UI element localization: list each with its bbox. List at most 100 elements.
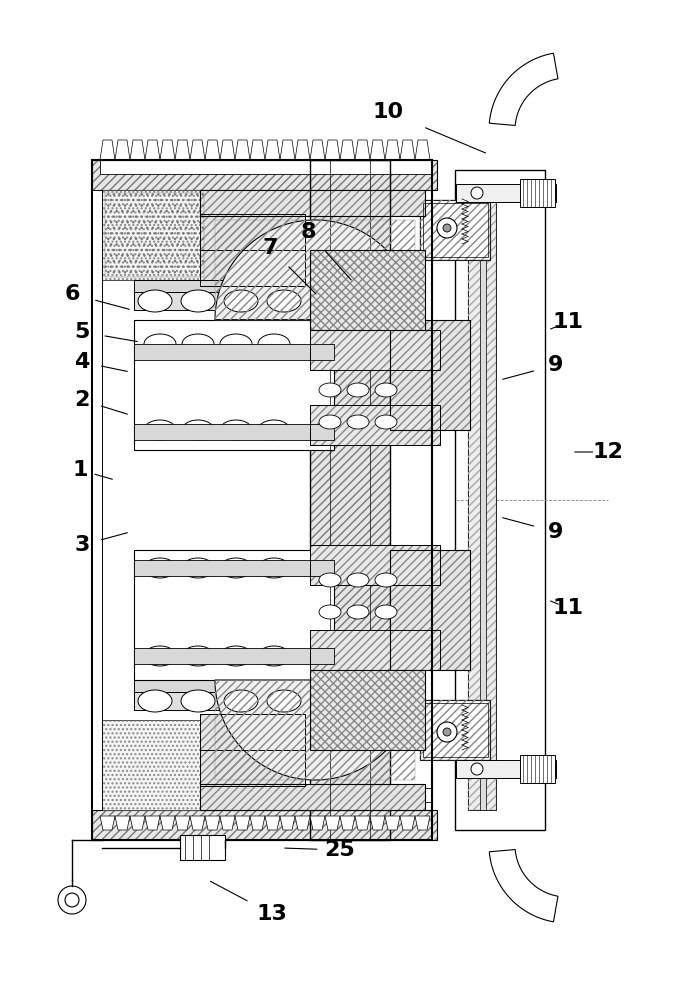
- Bar: [180, 835, 225, 860]
- Bar: [200, 784, 425, 810]
- Polygon shape: [400, 816, 415, 830]
- Bar: [134, 648, 334, 664]
- Bar: [310, 160, 390, 840]
- Bar: [102, 720, 207, 810]
- Bar: [468, 190, 496, 810]
- Bar: [92, 810, 437, 840]
- Bar: [102, 190, 207, 280]
- Polygon shape: [340, 140, 355, 160]
- Polygon shape: [400, 140, 415, 160]
- Bar: [134, 292, 334, 310]
- Bar: [456, 184, 556, 202]
- Polygon shape: [205, 140, 220, 160]
- Ellipse shape: [224, 290, 258, 312]
- Bar: [310, 545, 440, 585]
- Ellipse shape: [220, 558, 252, 578]
- Circle shape: [58, 886, 86, 914]
- Ellipse shape: [224, 690, 258, 712]
- Ellipse shape: [258, 558, 290, 578]
- Bar: [200, 750, 305, 786]
- Polygon shape: [145, 140, 160, 160]
- Polygon shape: [220, 816, 235, 830]
- Bar: [134, 320, 334, 450]
- Bar: [200, 190, 425, 216]
- Bar: [100, 160, 432, 174]
- Bar: [92, 160, 437, 190]
- Bar: [134, 550, 334, 680]
- Ellipse shape: [138, 290, 172, 312]
- Ellipse shape: [347, 573, 369, 587]
- Text: 1: 1: [72, 460, 88, 480]
- Bar: [310, 160, 390, 840]
- Polygon shape: [295, 816, 310, 830]
- Bar: [310, 330, 440, 370]
- Ellipse shape: [319, 605, 341, 619]
- Text: 12: 12: [593, 442, 624, 462]
- Polygon shape: [115, 140, 130, 160]
- Polygon shape: [250, 140, 265, 160]
- Text: 13: 13: [257, 904, 287, 924]
- Text: 6: 6: [64, 284, 80, 304]
- Bar: [134, 680, 334, 692]
- Ellipse shape: [138, 690, 172, 712]
- Circle shape: [65, 893, 79, 907]
- Ellipse shape: [319, 383, 341, 397]
- Polygon shape: [175, 140, 190, 160]
- Polygon shape: [215, 680, 415, 780]
- Text: 4: 4: [74, 352, 89, 372]
- Polygon shape: [235, 140, 250, 160]
- Bar: [310, 670, 425, 750]
- Bar: [92, 810, 437, 840]
- Circle shape: [471, 187, 483, 199]
- Ellipse shape: [144, 646, 176, 666]
- Bar: [420, 700, 490, 760]
- Text: 9: 9: [548, 522, 563, 542]
- Ellipse shape: [267, 690, 301, 712]
- Ellipse shape: [319, 573, 341, 587]
- Bar: [455, 170, 545, 830]
- Ellipse shape: [258, 646, 290, 666]
- Polygon shape: [100, 816, 115, 830]
- Ellipse shape: [220, 420, 252, 440]
- Text: 5: 5: [74, 322, 89, 342]
- Ellipse shape: [182, 420, 214, 440]
- Bar: [200, 714, 305, 750]
- Ellipse shape: [181, 290, 215, 312]
- Polygon shape: [130, 816, 145, 830]
- Bar: [390, 550, 470, 670]
- Bar: [92, 160, 437, 190]
- Bar: [134, 692, 334, 710]
- Bar: [423, 703, 488, 757]
- Bar: [390, 320, 470, 430]
- Bar: [423, 203, 488, 257]
- Polygon shape: [265, 140, 280, 160]
- Bar: [420, 200, 490, 260]
- Ellipse shape: [144, 420, 176, 440]
- Bar: [200, 714, 305, 750]
- Polygon shape: [235, 816, 250, 830]
- Ellipse shape: [144, 334, 176, 354]
- Bar: [310, 405, 440, 445]
- Polygon shape: [295, 140, 310, 160]
- Bar: [215, 680, 415, 780]
- Bar: [200, 784, 425, 810]
- Polygon shape: [160, 140, 175, 160]
- Text: 9: 9: [548, 355, 563, 375]
- Ellipse shape: [220, 334, 252, 354]
- Ellipse shape: [182, 334, 214, 354]
- Polygon shape: [355, 816, 370, 830]
- Circle shape: [443, 224, 451, 232]
- Ellipse shape: [258, 420, 290, 440]
- Ellipse shape: [258, 334, 290, 354]
- Bar: [310, 670, 425, 750]
- Polygon shape: [370, 140, 385, 160]
- Ellipse shape: [375, 415, 397, 429]
- Circle shape: [437, 218, 457, 238]
- Bar: [310, 630, 440, 670]
- Bar: [520, 179, 555, 207]
- Bar: [200, 250, 305, 286]
- Ellipse shape: [347, 383, 369, 397]
- Text: 25: 25: [324, 840, 355, 860]
- Polygon shape: [355, 140, 370, 160]
- Bar: [520, 755, 555, 783]
